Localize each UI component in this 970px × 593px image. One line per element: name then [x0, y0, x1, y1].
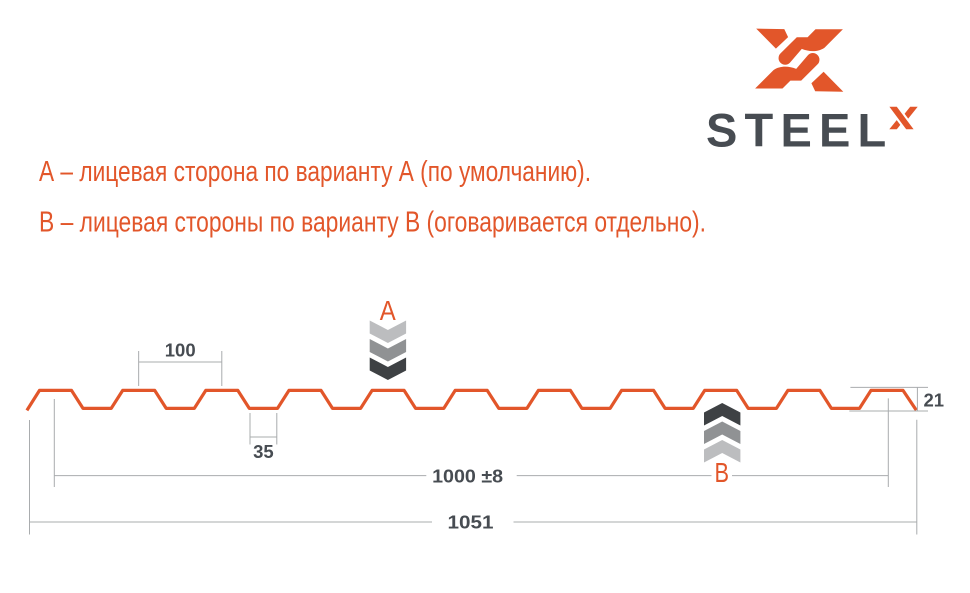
svg-text:21: 21	[924, 390, 945, 411]
svg-text:1000 ±8: 1000 ±8	[432, 465, 503, 486]
svg-text:В – лицевая стороны по вариант: В – лицевая стороны по варианту В (огова…	[39, 205, 706, 237]
svg-text:А – лицевая сторона по вариант: А – лицевая сторона по варианту А (по ум…	[39, 155, 591, 187]
svg-text:STEEL: STEEL	[706, 104, 893, 157]
svg-text:35: 35	[253, 441, 274, 462]
svg-text:1051: 1051	[448, 512, 494, 533]
svg-text:100: 100	[165, 340, 196, 361]
svg-text:А: А	[380, 295, 396, 326]
svg-text:В: В	[715, 457, 730, 488]
